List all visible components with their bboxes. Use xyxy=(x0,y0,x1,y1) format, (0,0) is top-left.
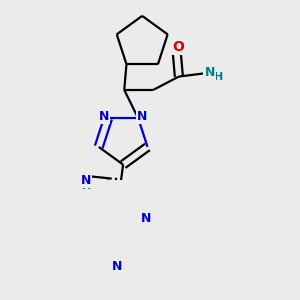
Text: N: N xyxy=(99,110,109,123)
Text: N: N xyxy=(140,212,151,224)
Text: O: O xyxy=(172,40,184,54)
Text: N: N xyxy=(137,110,147,123)
Text: N: N xyxy=(81,174,92,187)
Text: H: H xyxy=(82,182,91,191)
Text: N: N xyxy=(112,260,123,273)
Text: H: H xyxy=(214,72,223,82)
Text: N: N xyxy=(204,66,215,79)
